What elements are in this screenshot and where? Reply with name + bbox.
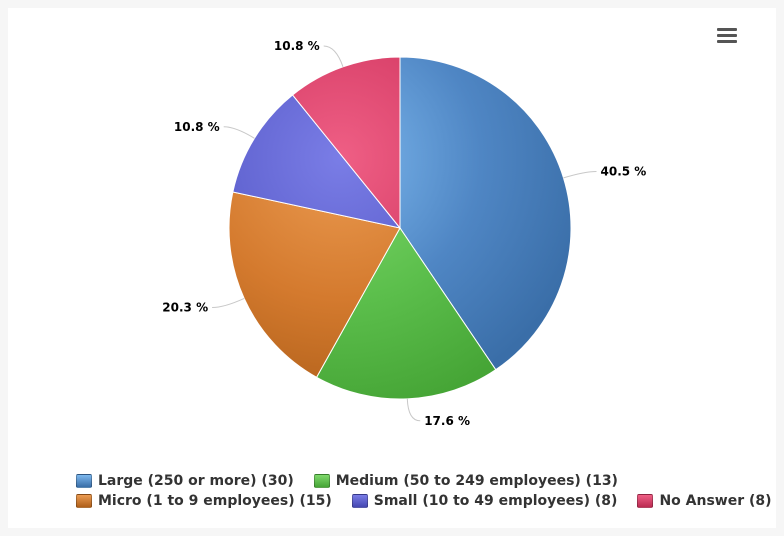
legend-swatch-small <box>351 494 368 508</box>
legend-item-no-answer[interactable]: No Answer (8) <box>637 493 772 509</box>
data-label: 10.8 % <box>274 39 320 53</box>
legend-label-large: Large (250 or more) (30) <box>98 473 294 489</box>
chart-legend: Large (250 or more) (30) Medium (50 to 2… <box>76 471 776 511</box>
pie-slice-no[interactable] <box>291 56 401 230</box>
data-label: 17.6 % <box>424 414 470 428</box>
data-label: 20.3 % <box>162 301 208 315</box>
legend-swatch-large <box>76 474 92 488</box>
label-connector <box>406 398 421 422</box>
legend-item-small[interactable]: Small (10 to 49 employees) (8) <box>351 493 618 509</box>
hamburger-menu-icon-line <box>717 39 737 43</box>
label-connector <box>563 171 597 179</box>
legend-swatch-micro <box>76 494 92 508</box>
label-connector <box>212 297 245 308</box>
pie-slices <box>228 56 572 400</box>
hamburger-menu-icon-line <box>717 33 737 37</box>
legend-item-micro[interactable]: Micro (1 to 9 employees) (15) <box>76 493 332 509</box>
data-label: 10.8 % <box>174 120 220 134</box>
chart-menu-button[interactable] <box>714 24 740 46</box>
pie-chart: 40.5 % 17.6 % 20.3 % 10.8 % 10.8 % <box>162 39 646 428</box>
legend-item-large[interactable]: Large (250 or more) (30) <box>76 473 294 489</box>
legend-item-medium[interactable]: Medium (50 to 249 employees) (13) <box>313 473 618 489</box>
data-label: 40.5 % <box>601 165 647 179</box>
legend-swatch-medium <box>313 474 330 488</box>
label-connector <box>223 126 255 139</box>
legend-label-medium: Medium (50 to 249 employees) (13) <box>335 473 618 489</box>
legend-row: Micro (1 to 9 employees) (15) Small (10 … <box>76 491 776 511</box>
hamburger-menu-icon <box>717 27 737 31</box>
chart-container: 40.5 % 17.6 % 20.3 % 10.8 % 10.8 % Large (25… <box>8 8 776 528</box>
legend-swatch-no-answer <box>637 494 654 508</box>
data-labels: 40.5 % 17.6 % 20.3 % 10.8 % 10.8 % <box>162 39 646 428</box>
pie-slice-small[interactable] <box>232 94 402 229</box>
label-connector <box>323 45 344 67</box>
legend-row: Large (250 or more) (30) Medium (50 to 2… <box>76 471 776 491</box>
legend-label-micro: Micro (1 to 9 employees) (15) <box>98 493 332 509</box>
legend-label-small: Small (10 to 49 employees) (8) <box>373 493 618 509</box>
legend-label-no-answer: No Answer (8) <box>659 493 772 509</box>
label-connectors <box>212 45 597 422</box>
